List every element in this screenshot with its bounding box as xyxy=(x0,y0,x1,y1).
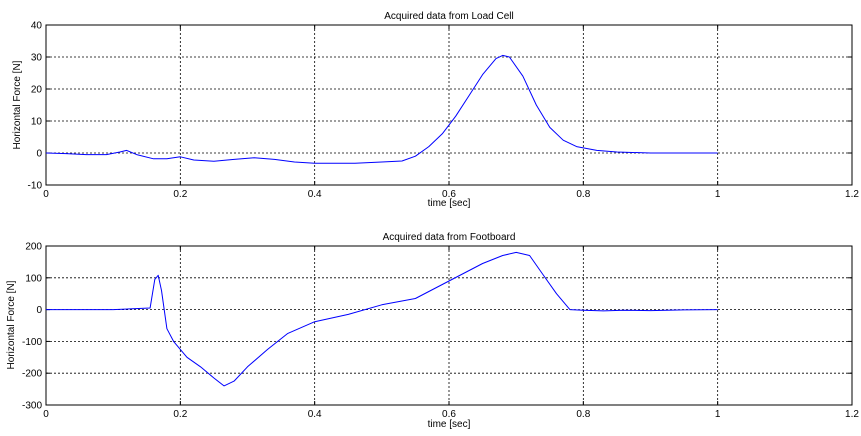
x-tick-label: 1 xyxy=(715,409,721,420)
x-tick-label: 0.8 xyxy=(576,409,590,420)
chart-title-load-cell: Acquired data from Load Cell xyxy=(384,11,514,22)
series-line-load-cell xyxy=(45,54,718,164)
y-tick-label: -10 xyxy=(28,181,43,192)
panel-footboard: 0 0.2 0.4 0.6 0.8 1 1.2 -300 -200 -100 0 100 200 Acq… xyxy=(6,232,859,430)
series-footboard xyxy=(46,251,718,387)
y-tick-label: -100 xyxy=(22,337,42,348)
series-load-cell xyxy=(45,54,718,164)
y-tick-label: 100 xyxy=(25,273,42,284)
x-tick-label: 0 xyxy=(43,189,49,200)
y-tick-label: 40 xyxy=(31,21,43,32)
y-tick-label: 20 xyxy=(31,85,43,96)
grid-load-cell xyxy=(46,25,852,185)
y-tick-label: 0 xyxy=(36,305,42,316)
x-tick-label: 0.4 xyxy=(308,189,322,200)
x-axis-label-load-cell: time [sec] xyxy=(428,198,471,209)
y-axis-label-footboard: Horizontal Force [N] xyxy=(6,280,17,369)
y-tick-label: 0 xyxy=(36,149,42,160)
y-axis-label-load-cell: Horizontal Force [N] xyxy=(12,60,23,149)
y-tick-label: 30 xyxy=(31,53,43,64)
chart-title-footboard: Acquired data from Footboard xyxy=(383,232,516,243)
x-tick-label: 1 xyxy=(715,189,721,200)
x-tick-label: 0.8 xyxy=(576,189,590,200)
grid-footboard xyxy=(46,246,852,405)
series-line-footboard xyxy=(46,251,718,387)
x-axis-label-footboard: time [sec] xyxy=(428,419,471,430)
x-tick-label: 0 xyxy=(43,409,49,420)
x-tick-label: 1.2 xyxy=(845,189,859,200)
y-tick-label: -200 xyxy=(22,369,42,380)
x-tick-label: 0.2 xyxy=(173,189,187,200)
y-tick-label: 200 xyxy=(25,242,42,253)
y-tick-label: 10 xyxy=(31,117,43,128)
x-tick-label: 1.2 xyxy=(845,409,859,420)
y-tick-label: -300 xyxy=(22,401,42,412)
ticks-footboard: 0 0.2 0.4 0.6 0.8 1 1.2 -300 -200 -100 0 100 200 xyxy=(22,242,859,421)
x-tick-label: 0.2 xyxy=(173,409,187,420)
x-tick-label: 0.4 xyxy=(308,409,322,420)
x-tick-label: 0.6 xyxy=(442,409,456,420)
x-tick-label: 0.6 xyxy=(442,189,456,200)
